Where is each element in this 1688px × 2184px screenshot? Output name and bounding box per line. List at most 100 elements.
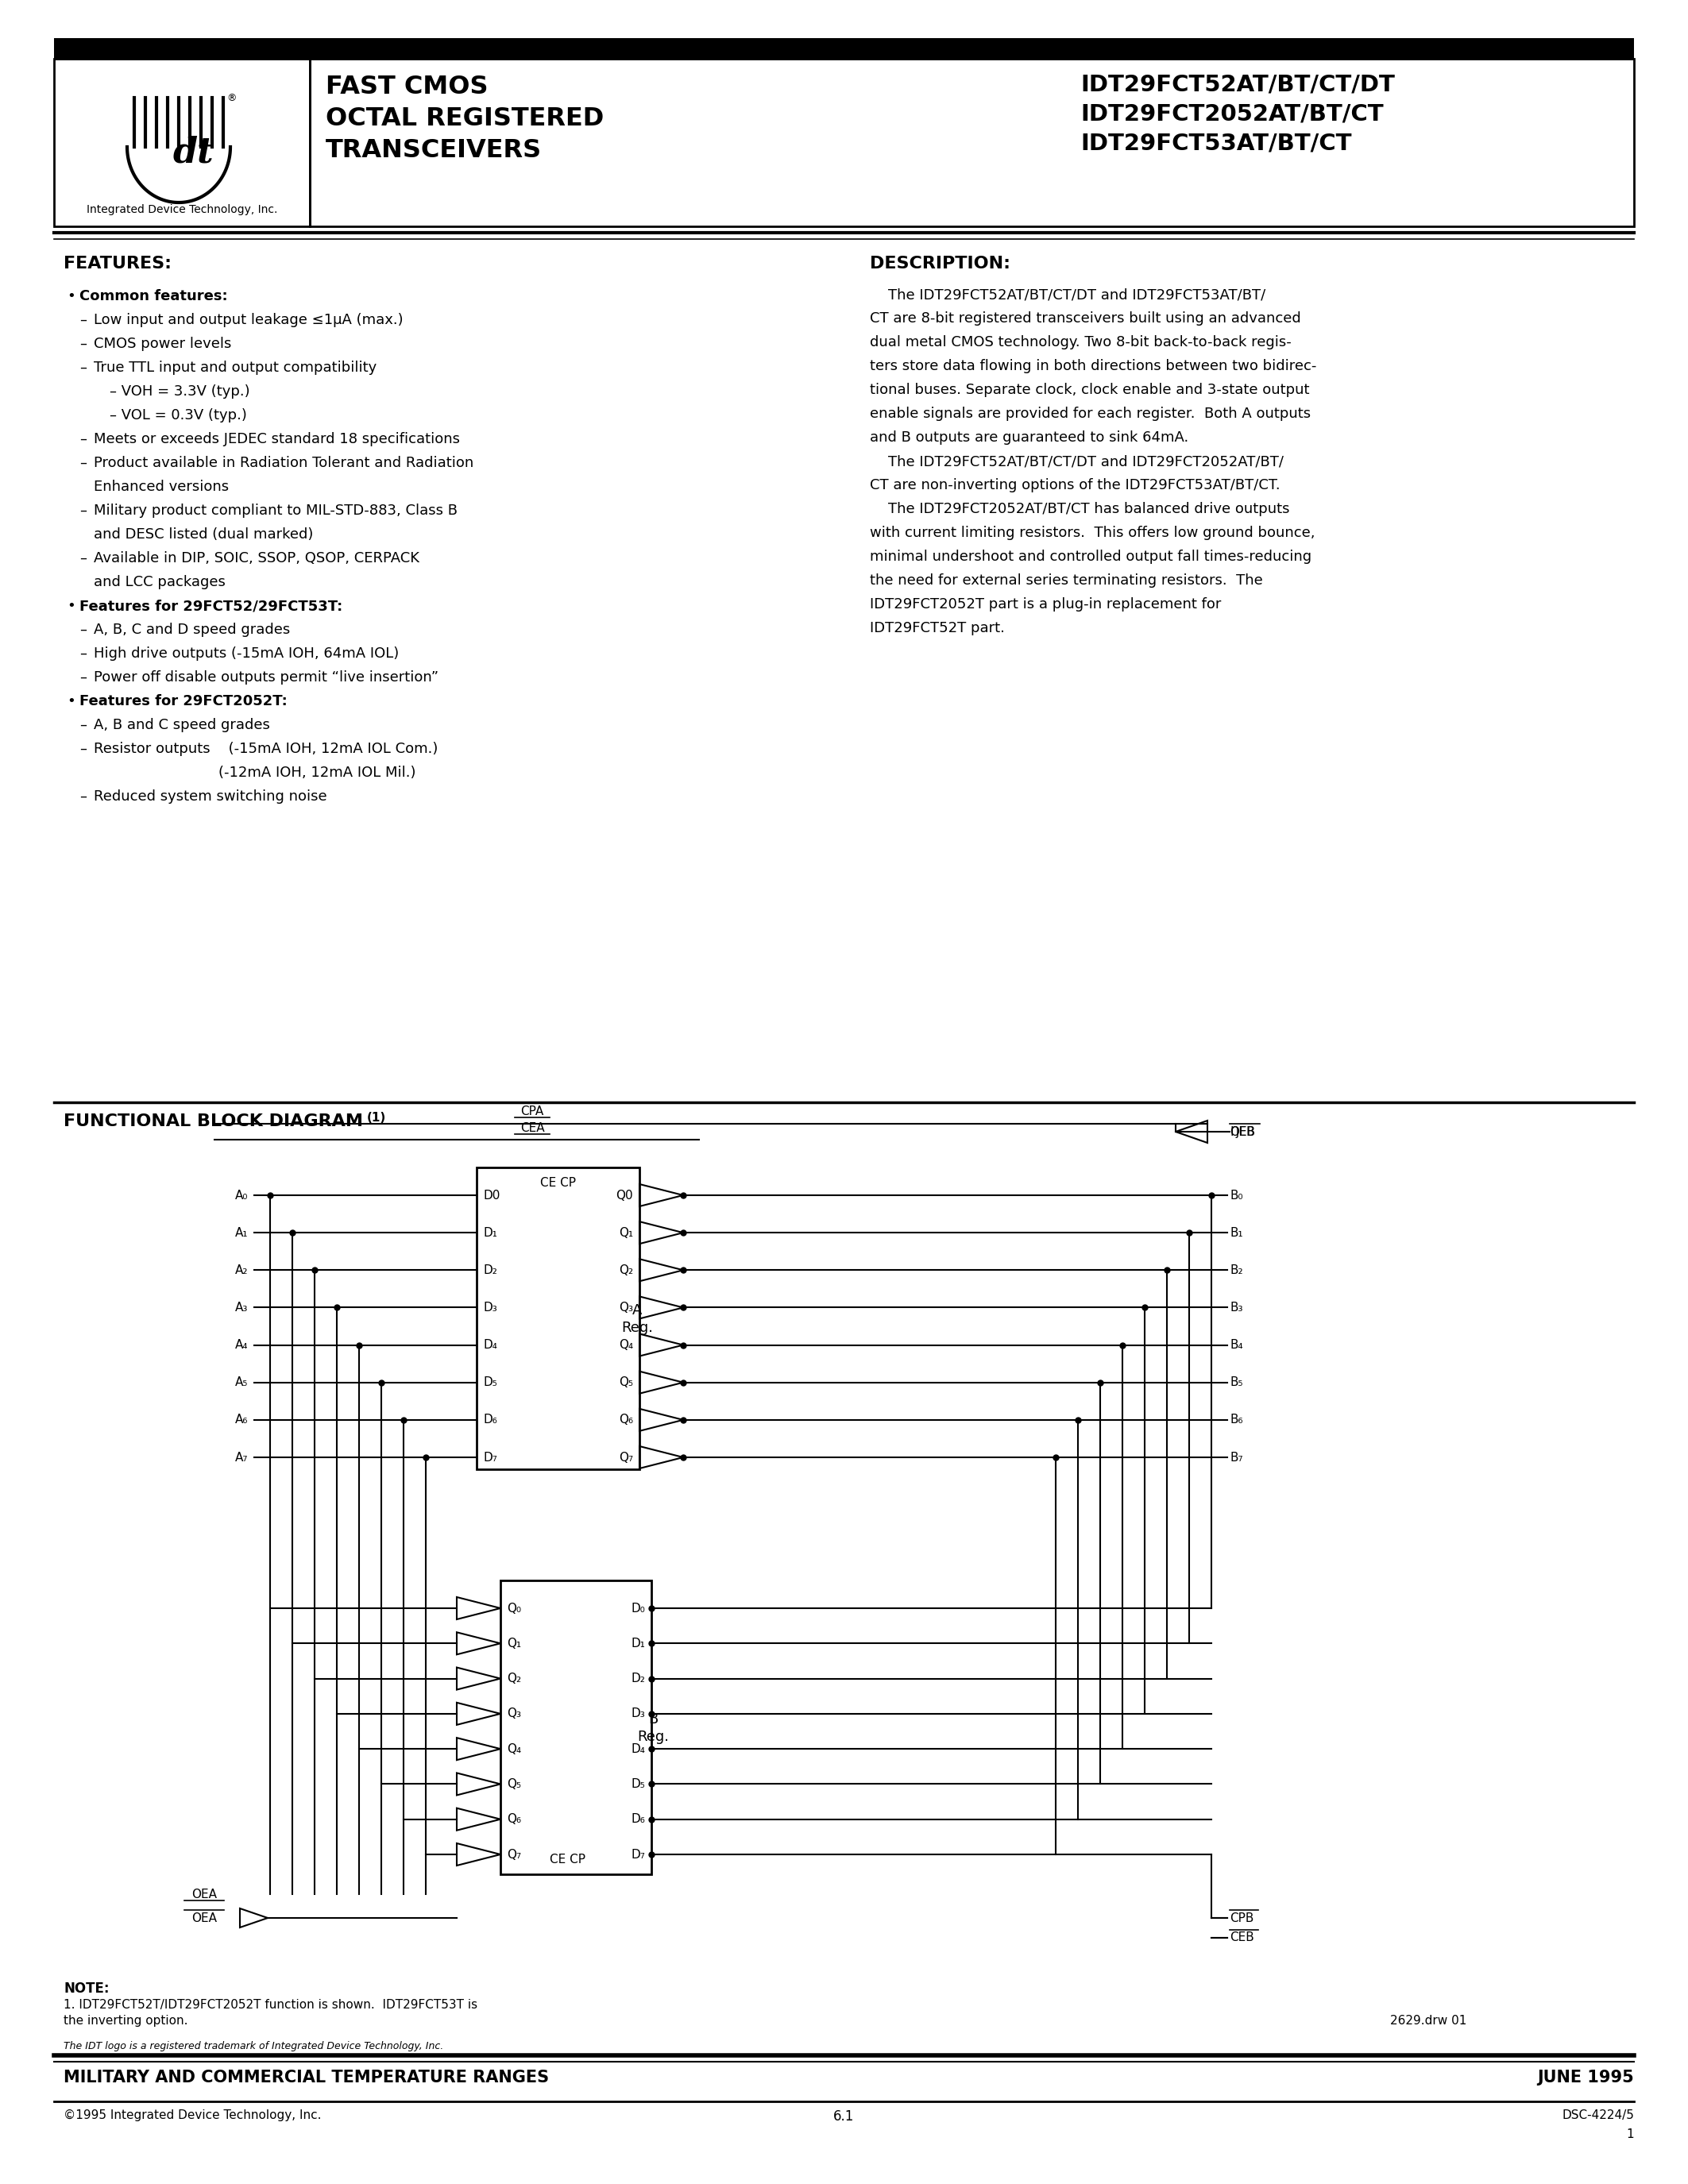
Text: enable signals are provided for each register.  Both A outputs: enable signals are provided for each reg… (869, 406, 1312, 422)
Text: –: – (79, 336, 86, 352)
Text: A, B, C and D speed grades: A, B, C and D speed grades (95, 622, 290, 638)
Text: D₇: D₇ (483, 1452, 498, 1463)
Text: Meets or exceeds JEDEC standard 18 specifications: Meets or exceeds JEDEC standard 18 speci… (95, 432, 459, 446)
Text: –: – (79, 312, 86, 328)
Text: IDT29FCT2052T part is a plug-in replacement for: IDT29FCT2052T part is a plug-in replacem… (869, 596, 1220, 612)
Text: –: – (79, 550, 86, 566)
Text: CPA: CPA (520, 1105, 544, 1118)
Text: B₂: B₂ (1229, 1265, 1242, 1275)
Text: CEB: CEB (1229, 1933, 1254, 1944)
Text: Enhanced versions: Enhanced versions (95, 480, 230, 494)
Text: DSC-4224/5: DSC-4224/5 (1561, 2110, 1634, 2121)
Text: CPB: CPB (1229, 1911, 1254, 1924)
Text: A₁: A₁ (235, 1227, 248, 1238)
Text: B₆: B₆ (1229, 1413, 1242, 1426)
Text: CMOS power levels: CMOS power levels (95, 336, 231, 352)
Text: ©1995 Integrated Device Technology, Inc.: ©1995 Integrated Device Technology, Inc. (64, 2110, 321, 2121)
Text: OEA: OEA (191, 1889, 216, 1900)
Text: IDT29FCT53AT/BT/CT: IDT29FCT53AT/BT/CT (1080, 131, 1352, 155)
Text: Military product compliant to MIL-STD-883, Class B: Military product compliant to MIL-STD-88… (95, 505, 457, 518)
Text: – VOL = 0.3V (typ.): – VOL = 0.3V (typ.) (110, 408, 246, 422)
Text: D₃: D₃ (631, 1708, 645, 1719)
Text: Q₄: Q₄ (619, 1339, 633, 1352)
Text: FUNCTIONAL BLOCK DIAGRAM: FUNCTIONAL BLOCK DIAGRAM (64, 1114, 363, 1129)
Bar (311, 59, 1634, 227)
Text: True TTL input and output compatibility: True TTL input and output compatibility (95, 360, 376, 376)
Text: D₁: D₁ (631, 1638, 645, 1649)
Text: IDT29FCT52AT/BT/CT/DT: IDT29FCT52AT/BT/CT/DT (1080, 72, 1394, 96)
Text: Low input and output leakage ≤1μA (max.): Low input and output leakage ≤1μA (max.) (95, 312, 403, 328)
Text: A₇: A₇ (235, 1452, 248, 1463)
Bar (500, 1581, 652, 1874)
Text: A₄: A₄ (235, 1339, 248, 1352)
Text: Available in DIP, SOIC, SSOP, QSOP, CERPACK: Available in DIP, SOIC, SSOP, QSOP, CERP… (95, 550, 419, 566)
Text: TRANSCEIVERS: TRANSCEIVERS (326, 138, 542, 164)
Text: High drive outputs (-15mA IOH, 64mA IOL): High drive outputs (-15mA IOH, 64mA IOL) (95, 646, 398, 662)
Text: Q₂: Q₂ (506, 1673, 522, 1684)
Text: B₅: B₅ (1229, 1376, 1242, 1389)
Text: NOTE:: NOTE: (64, 1981, 110, 1996)
Text: –: – (79, 456, 86, 470)
Text: Features for 29FCT2052T:: Features for 29FCT2052T: (79, 695, 287, 708)
Text: –: – (79, 719, 86, 732)
Text: Q₆: Q₆ (506, 1813, 522, 1826)
Text: with current limiting resistors.  This offers low ground bounce,: with current limiting resistors. This of… (869, 526, 1315, 539)
Text: Common features:: Common features: (79, 288, 228, 304)
Text: Q0: Q0 (616, 1190, 633, 1201)
Text: FAST CMOS: FAST CMOS (326, 74, 488, 98)
Text: Product available in Radiation Tolerant and Radiation: Product available in Radiation Tolerant … (95, 456, 474, 470)
Text: D₂: D₂ (483, 1265, 498, 1275)
Text: D₀: D₀ (631, 1603, 645, 1614)
Text: The IDT29FCT2052AT/BT/CT has balanced drive outputs: The IDT29FCT2052AT/BT/CT has balanced dr… (869, 502, 1290, 515)
Text: The IDT29FCT52AT/BT/CT/DT and IDT29FCT2052AT/BT/: The IDT29FCT52AT/BT/CT/DT and IDT29FCT20… (869, 454, 1283, 470)
Text: FEATURES:: FEATURES: (64, 256, 172, 271)
Text: A: A (631, 1304, 641, 1317)
Text: IDT29FCT52T part.: IDT29FCT52T part. (869, 620, 1004, 636)
Text: D₄: D₄ (631, 1743, 645, 1756)
Text: –: – (79, 432, 86, 446)
Bar (54, 59, 311, 227)
Text: –: – (79, 788, 86, 804)
Text: –: – (79, 646, 86, 662)
Text: 2629.drw 01: 2629.drw 01 (1391, 2016, 1467, 2027)
Text: –: – (79, 622, 86, 638)
Text: Q₅: Q₅ (506, 1778, 522, 1791)
Text: D0: D0 (483, 1190, 500, 1201)
Text: (1): (1) (366, 1112, 387, 1125)
Text: Power off disable outputs permit “live insertion”: Power off disable outputs permit “live i… (95, 670, 439, 684)
Text: –: – (79, 743, 86, 756)
Text: A₆: A₆ (235, 1413, 248, 1426)
Text: B₀: B₀ (1229, 1190, 1242, 1201)
Text: Q₁: Q₁ (506, 1638, 522, 1649)
Text: D₆: D₆ (631, 1813, 645, 1826)
Text: •: • (68, 288, 76, 304)
Text: – VOH = 3.3V (typ.): – VOH = 3.3V (typ.) (110, 384, 250, 400)
Text: DESCRIPTION:: DESCRIPTION: (869, 256, 1011, 271)
Text: CE CP: CE CP (550, 1854, 586, 1865)
Text: D₅: D₅ (483, 1376, 496, 1389)
Text: Reg.: Reg. (636, 1730, 668, 1745)
Text: OEA: OEA (191, 1911, 216, 1924)
Text: and LCC packages: and LCC packages (95, 574, 226, 590)
Text: B₁: B₁ (1229, 1227, 1242, 1238)
Text: 1. IDT29FCT52T/IDT29FCT2052T function is shown.  IDT29FCT53T is: 1. IDT29FCT52T/IDT29FCT2052T function is… (64, 1998, 478, 2011)
Text: ŊEB: ŊEB (1229, 1125, 1254, 1138)
Text: A, B and C speed grades: A, B and C speed grades (95, 719, 270, 732)
Text: CEA: CEA (520, 1123, 544, 1133)
Text: MILITARY AND COMMERCIAL TEMPERATURE RANGES: MILITARY AND COMMERCIAL TEMPERATURE RANG… (64, 2070, 549, 2086)
Text: the inverting option.: the inverting option. (64, 2016, 187, 2027)
Text: B₇: B₇ (1229, 1452, 1242, 1463)
Text: Reduced system switching noise: Reduced system switching noise (95, 788, 327, 804)
Bar (54, 37, 1634, 59)
Text: A₅: A₅ (235, 1376, 248, 1389)
Text: Q₃: Q₃ (619, 1302, 633, 1313)
Text: IDT29FCT2052AT/BT/CT: IDT29FCT2052AT/BT/CT (1080, 103, 1384, 124)
Text: –: – (79, 505, 86, 518)
Text: The IDT29FCT52AT/BT/CT/DT and IDT29FCT53AT/BT/: The IDT29FCT52AT/BT/CT/DT and IDT29FCT53… (869, 288, 1266, 301)
Text: D₆: D₆ (483, 1413, 496, 1426)
Text: The IDT logo is a registered trademark of Integrated Device Technology, Inc.: The IDT logo is a registered trademark o… (64, 2042, 444, 2051)
Text: Q₁: Q₁ (619, 1227, 633, 1238)
Text: dual metal CMOS technology. Two 8-bit back-to-back regis-: dual metal CMOS technology. Two 8-bit ba… (869, 334, 1291, 349)
Text: D₅: D₅ (631, 1778, 645, 1791)
Text: •: • (68, 695, 76, 708)
